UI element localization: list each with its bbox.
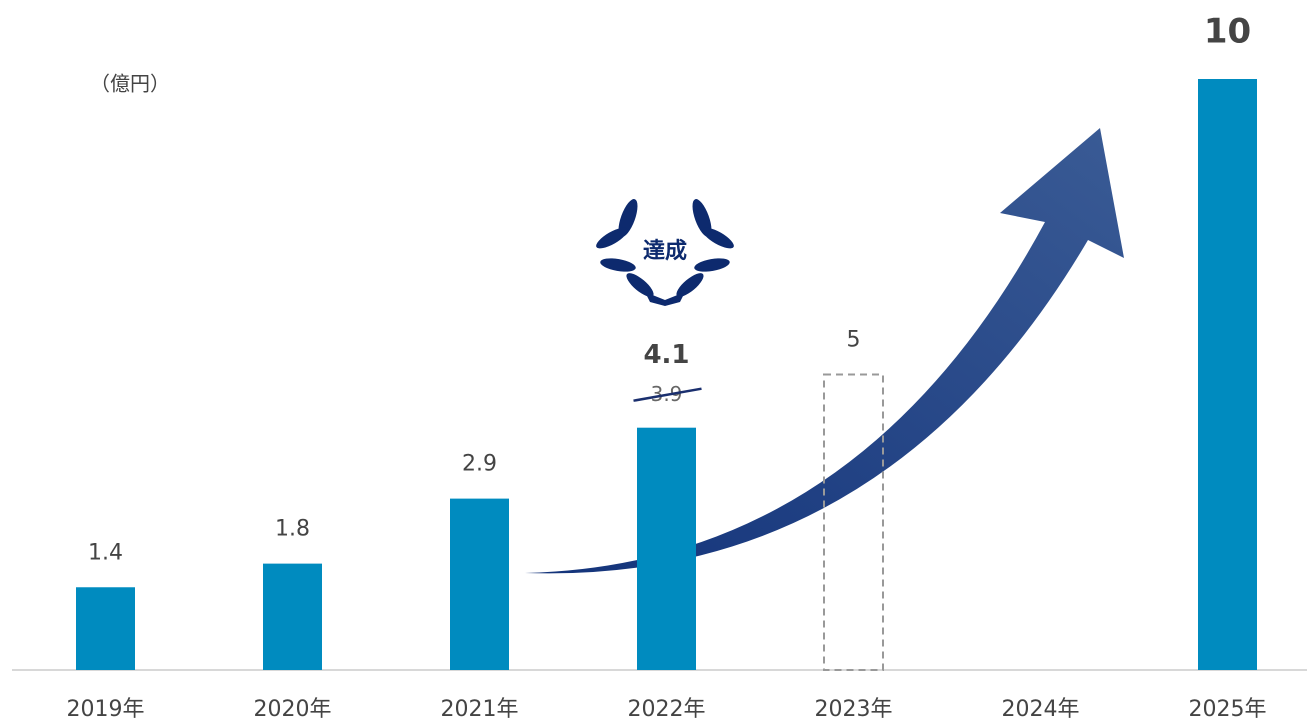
value-label: 5 [847,328,861,353]
x-tick-label: 2020年 [254,697,332,722]
unit-label: （億円） [90,72,170,96]
bar [823,373,884,671]
badge-text: 達成 [643,238,687,264]
value-label: 1.8 [275,517,310,542]
growth-arrow [525,128,1124,574]
x-tick-label: 2024年 [1002,697,1080,722]
x-tick-label: 2021年 [441,697,519,722]
bar [450,498,509,670]
value-label: 2.9 [462,452,497,477]
bar [637,427,696,670]
x-tick-label: 2022年 [628,697,706,722]
bar [263,563,322,670]
badge: 達成 [596,199,734,306]
x-tick-label: 2025年 [1189,697,1267,722]
x-tick-label: 2019年 [67,697,145,722]
x-tick-label: 2023年 [815,697,893,722]
value-label: 4.1 [643,340,689,370]
value-label: 10 [1204,12,1251,52]
strike-line [633,387,702,402]
bar [1198,79,1257,670]
value-label: 1.4 [88,540,123,565]
bar [76,587,135,670]
